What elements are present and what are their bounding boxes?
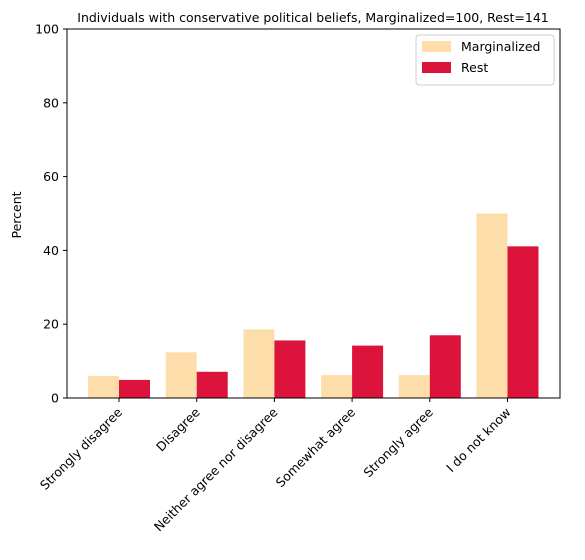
x-tick-label: I do not know — [443, 405, 514, 476]
y-tick-label: 40 — [43, 243, 59, 258]
bar-rest-1 — [119, 379, 150, 398]
bar-marginalized-2 — [165, 352, 197, 398]
legend: Marginalized Rest — [415, 34, 555, 86]
legend-label-rest: Rest — [461, 60, 488, 75]
bar-rest-5 — [429, 335, 461, 398]
y-tick-label: 60 — [43, 169, 59, 184]
bar-marginalized-3 — [243, 329, 275, 398]
bars — [88, 213, 539, 398]
chart-title: Individuals with conservative political … — [77, 10, 548, 25]
y-tick-label: 20 — [43, 317, 59, 332]
legend-swatch-rest — [422, 62, 451, 73]
x-tick-label: Strongly disagree — [37, 404, 125, 492]
x-tick-label: Disagree — [153, 404, 203, 454]
y-tick-label: 0 — [51, 391, 59, 406]
y-axis-ticks: 0 20 40 60 80 100 — [35, 22, 67, 406]
legend-swatch-marginalized — [422, 41, 451, 52]
x-tick-label: Strongly agree — [360, 404, 436, 480]
bar-rest-6 — [507, 246, 539, 398]
legend-label-marginalized: Marginalized — [461, 39, 541, 54]
x-tick-label: Somewhat agree — [273, 404, 359, 490]
x-tick-label: Neither agree nor disagree — [151, 404, 281, 534]
bar-rest-4 — [352, 345, 384, 398]
y-axis-label: Percent — [9, 191, 24, 238]
bar-rest-3 — [274, 340, 306, 398]
bar-marginalized-5 — [398, 375, 430, 398]
bar-marginalized-4 — [321, 375, 353, 398]
y-tick-label: 80 — [43, 95, 59, 110]
bar-rest-2 — [196, 371, 228, 398]
bar-marginalized-1 — [88, 375, 119, 398]
y-tick-label: 100 — [35, 22, 59, 37]
bar-marginalized-6 — [476, 213, 508, 398]
plot-frame — [66, 28, 561, 399]
